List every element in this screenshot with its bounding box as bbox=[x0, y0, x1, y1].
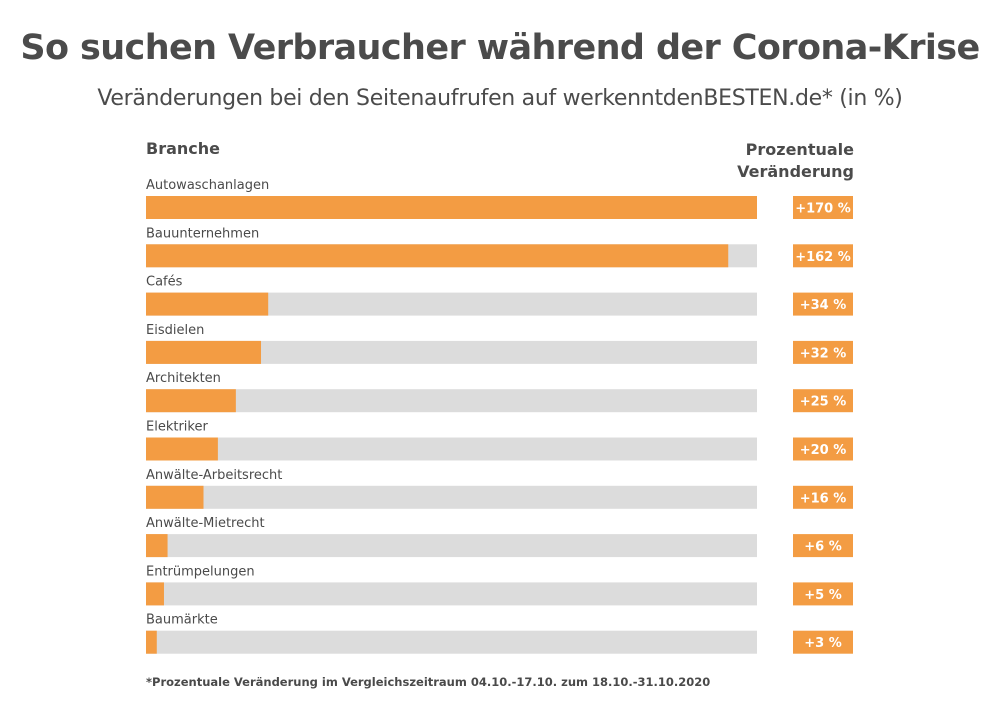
bar-fill bbox=[146, 340, 262, 364]
bar-fill bbox=[146, 292, 269, 316]
bar-row: Autowaschanlagen +170 % bbox=[146, 178, 853, 219]
bar-track bbox=[146, 340, 757, 364]
value-label: +34 % bbox=[800, 298, 847, 313]
value-badge bbox=[793, 582, 853, 606]
value-label: +5 % bbox=[804, 588, 842, 603]
value-label: +162 % bbox=[795, 250, 851, 265]
value-label: +25 % bbox=[800, 395, 847, 410]
category-label: Autowaschanlagen bbox=[146, 178, 269, 193]
bar-row: Anwälte-Arbeitsrecht +16 % bbox=[146, 468, 853, 509]
column-header-branche: Branche bbox=[146, 139, 220, 158]
bar-row: Elektriker +20 % bbox=[146, 420, 853, 461]
bar-row: Architekten +25 % bbox=[146, 371, 853, 413]
bar-track bbox=[146, 389, 757, 413]
value-label: +20 % bbox=[800, 443, 847, 458]
value-badge bbox=[793, 244, 853, 268]
bar-fill bbox=[146, 582, 164, 606]
bar-fill bbox=[146, 437, 218, 461]
bar-track bbox=[146, 630, 757, 654]
value-label: +32 % bbox=[800, 346, 847, 361]
category-label: Anwälte-Mietrecht bbox=[146, 516, 265, 531]
chart-subtitle: Veränderungen bei den Seitenaufrufen auf… bbox=[97, 86, 903, 111]
bar-fill bbox=[146, 196, 757, 219]
bar-fill bbox=[146, 630, 157, 654]
bar-fill bbox=[146, 534, 168, 558]
bar-row: Eisdielen +32 % bbox=[146, 323, 853, 364]
category-label: Entrümpelungen bbox=[146, 564, 255, 579]
category-label: Bauunternehmen bbox=[146, 226, 259, 241]
value-badge bbox=[793, 534, 853, 558]
value-label: +6 % bbox=[804, 540, 842, 555]
bar-track bbox=[146, 485, 757, 509]
bar-row: Entrümpelungen +5 % bbox=[146, 564, 853, 606]
column-header-line-2: Veränderung bbox=[737, 162, 854, 181]
value-badge bbox=[793, 437, 853, 461]
value-label: +170 % bbox=[795, 202, 851, 217]
bar-row: Baumärkte +3 % bbox=[146, 613, 853, 654]
value-badge bbox=[793, 485, 853, 509]
footnote: *Prozentuale Veränderung im Vergleichsze… bbox=[146, 675, 711, 689]
column-header-veraenderung: Prozentuale Veränderung bbox=[654, 139, 854, 183]
category-label: Eisdielen bbox=[146, 323, 204, 338]
bar-fill bbox=[146, 485, 204, 509]
bar-fill bbox=[146, 389, 236, 413]
bar-fill bbox=[146, 244, 729, 268]
chart-title: So suchen Verbraucher während der Corona… bbox=[20, 28, 980, 68]
value-badge bbox=[793, 292, 853, 316]
bar-row: Cafés +34 % bbox=[146, 275, 853, 316]
bar-track bbox=[146, 437, 757, 461]
value-badge bbox=[793, 196, 853, 219]
category-label: Anwälte-Arbeitsrecht bbox=[146, 468, 282, 483]
bar-row: Anwälte-Mietrecht +6 % bbox=[146, 516, 853, 558]
category-label: Baumärkte bbox=[146, 613, 218, 628]
bar-track bbox=[146, 534, 757, 558]
category-label: Cafés bbox=[146, 275, 183, 290]
bar-track bbox=[146, 582, 757, 606]
value-label: +16 % bbox=[800, 491, 847, 506]
column-header-line-1: Prozentuale bbox=[745, 140, 854, 159]
value-label: +3 % bbox=[804, 636, 842, 651]
value-badge bbox=[793, 389, 853, 413]
value-badge bbox=[793, 340, 853, 364]
bar-track bbox=[146, 292, 757, 316]
value-badge bbox=[793, 630, 853, 654]
category-label: Architekten bbox=[146, 371, 221, 386]
category-label: Elektriker bbox=[146, 420, 208, 435]
bar-row: Bauunternehmen +162 % bbox=[146, 226, 853, 268]
